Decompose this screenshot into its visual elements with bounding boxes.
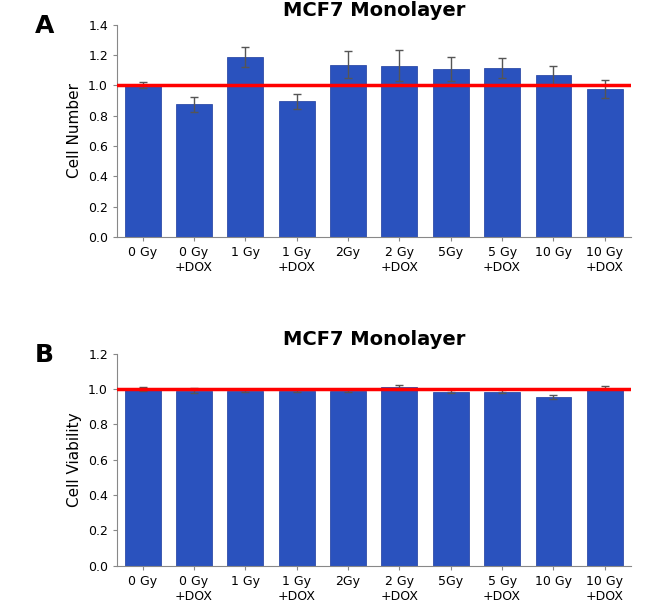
Bar [587, 388, 623, 566]
Bar [279, 101, 315, 237]
Bar [382, 387, 417, 566]
Bar [587, 89, 623, 237]
Bar [330, 391, 366, 566]
Bar [484, 392, 520, 566]
Bar [433, 392, 469, 566]
Bar [227, 57, 263, 237]
Bar [330, 65, 366, 237]
Title: MCF7 Monolayer: MCF7 Monolayer [283, 1, 465, 20]
Bar [125, 85, 161, 237]
Title: MCF7 Monolayer: MCF7 Monolayer [283, 330, 465, 349]
Bar [125, 389, 161, 566]
Y-axis label: Cell Number: Cell Number [68, 83, 83, 178]
Bar [484, 68, 520, 237]
Bar [536, 76, 571, 237]
Bar [227, 391, 263, 566]
Bar [176, 391, 212, 566]
Bar [433, 69, 469, 237]
Bar [279, 391, 315, 566]
Text: B: B [35, 343, 54, 367]
Bar [536, 397, 571, 566]
Text: A: A [35, 14, 54, 38]
Bar [382, 66, 417, 237]
Y-axis label: Cell Viability: Cell Viability [68, 413, 83, 507]
Bar [176, 104, 212, 237]
